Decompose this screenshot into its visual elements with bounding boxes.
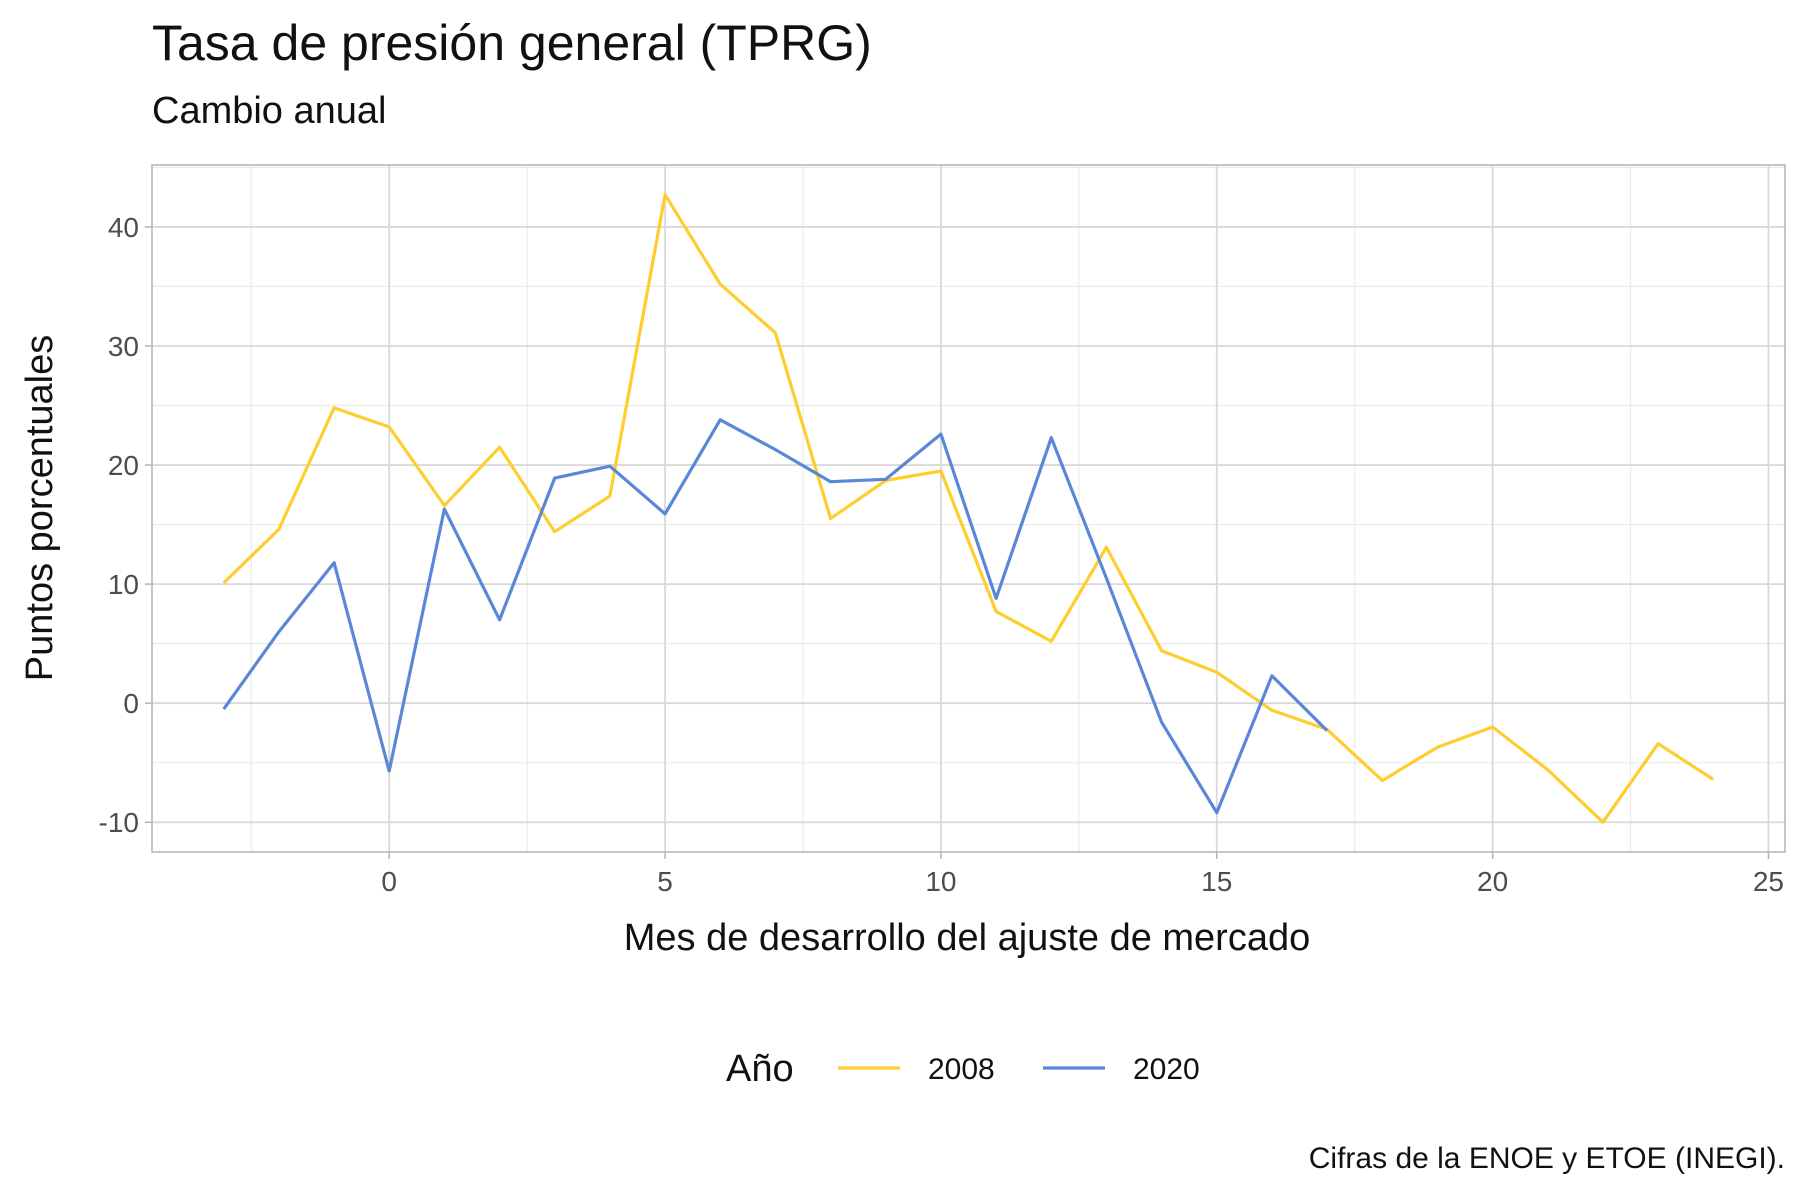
y-tick-label: -10 <box>99 807 139 838</box>
series-lines <box>222 193 1715 824</box>
y-tick-label: 20 <box>108 450 139 481</box>
grid-lines <box>152 165 1785 852</box>
x-tick-label: 0 <box>381 866 397 897</box>
legend-label-2008: 2008 <box>928 1053 995 1086</box>
y-tick-label: 10 <box>108 569 139 600</box>
legend-label-2020: 2020 <box>1133 1053 1200 1086</box>
x-tick-label: 20 <box>1477 866 1508 897</box>
legend: Año 2008 2020 <box>726 1048 1200 1090</box>
y-tick-label: 0 <box>123 688 139 719</box>
x-tick-label: 5 <box>657 866 673 897</box>
chart-subtitle: Cambio anual <box>152 90 387 132</box>
chart-caption: Cifras de la ENOE y ETOE (INEGI). <box>1308 1142 1785 1175</box>
x-axis-title: Mes de desarrollo del ajuste de mercado <box>624 917 1311 959</box>
y-tick-label: 30 <box>108 331 139 362</box>
series-line-2008 <box>222 193 1715 824</box>
x-tick-label: 15 <box>1201 866 1232 897</box>
chart-title: Tasa de presión general (TPRG) <box>152 15 872 71</box>
series-line-2020 <box>222 418 1329 815</box>
legend-title: Año <box>726 1048 794 1090</box>
y-axis-title: Puntos porcentuales <box>19 335 61 681</box>
x-tick-label: 10 <box>925 866 956 897</box>
x-tick-label: 25 <box>1753 866 1784 897</box>
x-axis-ticks: 0 5 10 15 20 25 <box>381 852 1784 897</box>
y-tick-label: 40 <box>108 212 139 243</box>
panel-border <box>151 164 1786 853</box>
y-axis-ticks: -10 0 10 20 30 40 <box>99 212 152 838</box>
